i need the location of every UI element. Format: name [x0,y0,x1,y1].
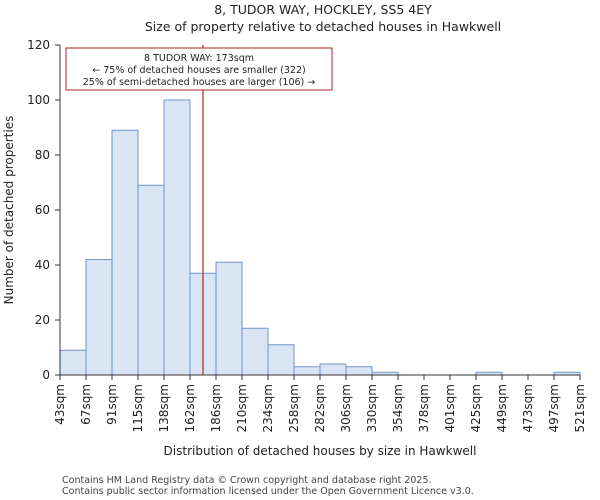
x-tick-label: 162sqm [183,384,197,432]
annotation-line-1: 8 TUDOR WAY: 173sqm [144,53,254,64]
x-tick-label: 306sqm [339,384,353,432]
x-tick-label: 401sqm [443,384,457,432]
x-tick-label: 425sqm [469,384,483,432]
y-tick-label: 80 [35,148,50,162]
x-tick-label: 138sqm [157,384,171,432]
footer-line-2: Contains public sector information licen… [62,486,474,497]
x-tick-label: 186sqm [209,384,223,432]
x-axis-label: Distribution of detached houses by size … [164,444,477,458]
x-tick-label: 234sqm [261,384,275,432]
histogram-bar [59,349,87,376]
footer-line-1: Contains HM Land Registry data © Crown c… [62,475,432,486]
chart-subtitle: Size of property relative to detached ho… [145,19,501,34]
x-tick-label: 91sqm [105,384,119,425]
histogram-bar [85,259,113,376]
x-tick-label: 330sqm [365,384,379,432]
histogram-bar [163,99,191,376]
y-tick-label: 40 [35,258,50,272]
x-tick-label: 521sqm [573,384,587,432]
x-tick-label: 258sqm [287,384,301,432]
y-tick-label: 20 [35,313,50,327]
y-axis-label: Number of detached properties [2,116,16,305]
annotation-border [65,47,333,91]
x-tick-label: 497sqm [547,384,561,432]
x-tick-label: 115sqm [131,384,145,432]
y-tick-label: 100 [27,93,50,107]
y-tick-label: 60 [35,203,50,217]
histogram-bar [345,366,373,376]
x-tick-label: 473sqm [521,384,535,432]
histogram-bar [137,184,165,376]
x-tick-label: 210sqm [235,384,249,432]
histogram-bar [241,327,269,376]
annotation-line-3: 25% of semi-detached houses are larger (… [83,77,316,88]
y-tick-label: 120 [27,38,50,52]
histogram-bar [293,366,321,376]
x-tick-label: 282sqm [313,384,327,432]
y-tick-label: 0 [42,368,50,382]
histogram-bar [215,261,243,376]
annotation-line-2: ← 75% of detached houses are smaller (32… [92,65,305,76]
histogram-bar [111,129,139,376]
x-tick-label: 43sqm [53,384,67,425]
x-tick-label: 449sqm [495,384,509,432]
x-tick-label: 354sqm [391,384,405,432]
x-tick-label: 67sqm [79,384,93,425]
histogram-bar [267,344,295,376]
chart-title: 8, TUDOR WAY, HOCKLEY, SS5 4EY [214,2,432,17]
x-tick-label: 378sqm [417,384,431,432]
histogram-bar [319,363,347,376]
annotation-box: 8 TUDOR WAY: 173sqm ← 75% of detached ho… [65,47,333,91]
